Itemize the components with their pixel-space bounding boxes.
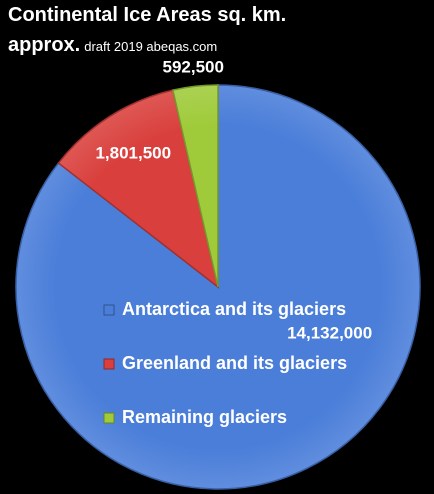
chart-title-approx: approx. xyxy=(8,34,81,56)
chart-title: Continental Ice Areas sq. km. xyxy=(8,4,287,26)
legend-swatch-greenland-and-its-glaciers xyxy=(103,358,115,370)
data-label-antarctica-and-its-glaciers: 14,132,000 xyxy=(287,324,372,343)
legend-label-greenland-and-its-glaciers: Greenland and its glaciers xyxy=(122,353,347,373)
legend-swatch-antarctica-and-its-glaciers xyxy=(103,304,115,316)
chart-title-line2: approx. draft 2019 abeqas.com xyxy=(8,34,217,57)
data-label-greenland-and-its-glaciers: 1,801,500 xyxy=(95,144,171,163)
legend-swatch-remaining-glaciers xyxy=(103,412,115,424)
chart-subtitle: draft 2019 abeqas.com xyxy=(84,39,218,54)
pie-slice-greenland-and-its-glaciers xyxy=(57,89,220,289)
legend-label-remaining-glaciers: Remaining glaciers xyxy=(122,407,287,427)
pie-slice-remaining-glaciers xyxy=(171,84,219,288)
data-label-remaining-glaciers: 592,500 xyxy=(163,58,224,77)
legend-label-antarctica-and-its-glaciers: Antarctica and its glaciers xyxy=(122,299,346,319)
